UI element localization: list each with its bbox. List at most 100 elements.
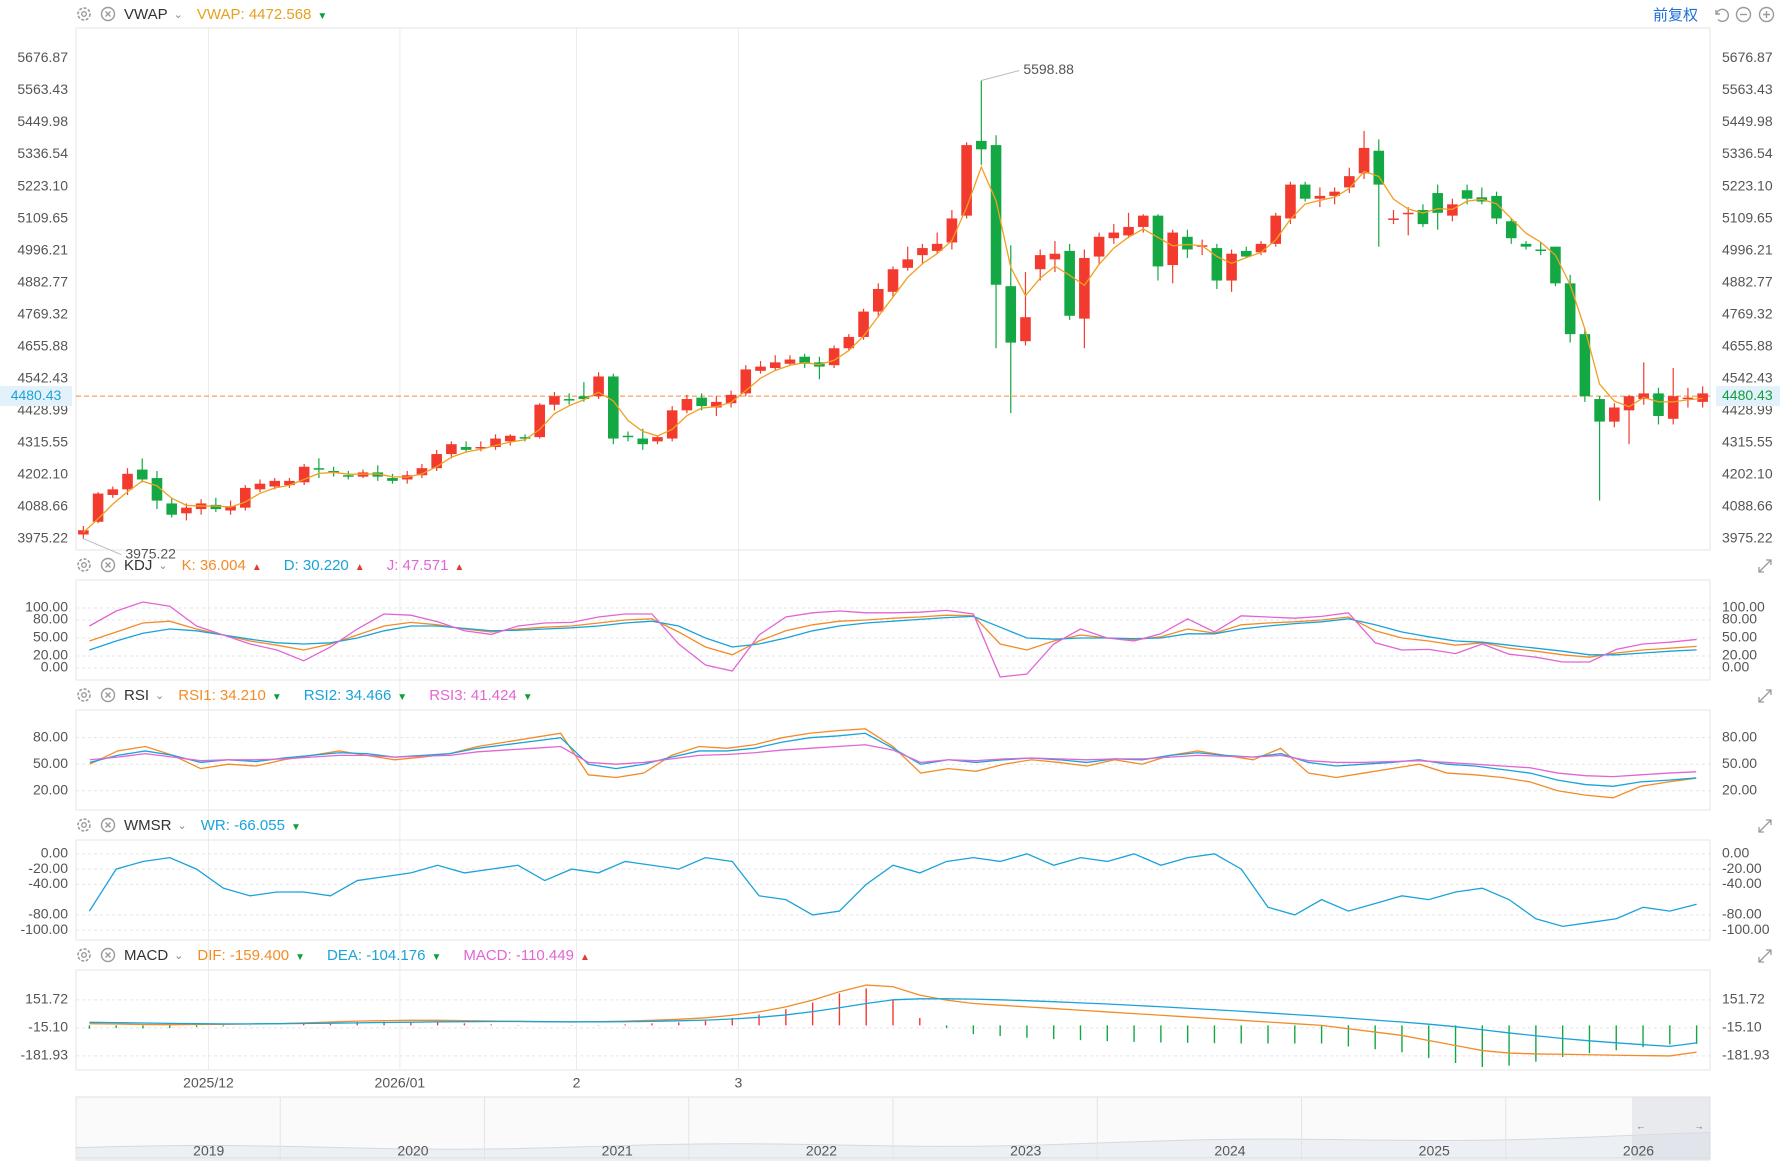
- candle-down: [1491, 195, 1502, 219]
- gear-icon[interactable]: [76, 6, 92, 22]
- expand-icon[interactable]: [1757, 688, 1773, 704]
- price-tick-left: 4769.32: [17, 305, 68, 321]
- candle-up: [784, 359, 796, 364]
- navigator-year-label: 2020: [397, 1143, 428, 1159]
- rsi3-value: RSI3: 41.424 ▼: [429, 686, 533, 704]
- candle-down: [313, 468, 325, 470]
- candle-up: [1285, 184, 1296, 219]
- high-leader: [981, 70, 1020, 81]
- chevron-down-icon[interactable]: ⌄: [174, 949, 184, 962]
- indicator-tick-right: -100.00: [1722, 921, 1770, 937]
- candle-down: [1579, 334, 1591, 397]
- candle-up: [887, 269, 899, 292]
- price-tick-left: 3975.22: [17, 529, 68, 545]
- candle-up: [1049, 253, 1061, 260]
- candle-down: [519, 437, 531, 439]
- indicator-tick-right: 50.00: [1722, 629, 1757, 645]
- price-tick-right: 4882.77: [1722, 273, 1773, 289]
- indicator-tick-left: 0.00: [41, 659, 68, 675]
- adjust-mode-button[interactable]: 前复权: [1652, 7, 1698, 24]
- chevron-down-icon[interactable]: ⌄: [155, 689, 165, 702]
- price-tick-right: 5676.87: [1722, 49, 1773, 65]
- candle-down: [622, 435, 634, 438]
- close-circle-icon[interactable]: [100, 6, 116, 22]
- last-price-tag-right: [1716, 386, 1780, 407]
- candle-up: [269, 480, 281, 487]
- panel-frame: [75, 969, 1711, 1071]
- gear-icon[interactable]: [76, 947, 92, 963]
- chevron-down-icon[interactable]: ⌄: [158, 559, 168, 572]
- navigator-year-label: 2026: [1623, 1143, 1654, 1159]
- price-tick-left: 4088.66: [17, 497, 68, 513]
- gear-icon[interactable]: [76, 817, 92, 833]
- candle-up: [858, 311, 869, 337]
- close-circle-icon[interactable]: [100, 817, 116, 833]
- candle-up: [225, 506, 236, 511]
- candle-down: [1520, 243, 1532, 247]
- candle-down: [1594, 399, 1605, 422]
- chevron-down-icon[interactable]: ⌄: [177, 819, 187, 832]
- navigator-year-label: 2022: [806, 1143, 837, 1159]
- gear-icon[interactable]: [76, 557, 92, 573]
- gear-icon[interactable]: [76, 687, 92, 703]
- rsi1-value: RSI1: 34.210 ▼: [178, 686, 282, 704]
- price-tick-left: 4542.43: [17, 369, 68, 385]
- close-circle-icon[interactable]: [100, 687, 116, 703]
- kdj-j-line: [89, 601, 1697, 678]
- close-circle-icon[interactable]: [100, 557, 116, 573]
- price-tick-right: 4996.21: [1722, 241, 1773, 257]
- candle-up: [1314, 195, 1326, 199]
- navigator-handle-left: ←: [1636, 1122, 1646, 1133]
- undo-icon[interactable]: [1712, 6, 1730, 23]
- expand-icon[interactable]: [1757, 818, 1773, 834]
- price-tick-left: 4882.77: [17, 273, 68, 289]
- candle-down: [1373, 150, 1385, 185]
- candle-up: [1093, 236, 1105, 257]
- candle-up: [446, 444, 457, 455]
- wr-line: [88, 853, 1697, 928]
- candle-up: [122, 473, 133, 490]
- price-tick-left: 4315.55: [17, 433, 68, 449]
- indicator-tick-right: 80.00: [1722, 611, 1757, 627]
- last-price-tag-left: [0, 386, 72, 407]
- zoom-in-icon[interactable]: [1758, 6, 1775, 23]
- candle-up: [1108, 232, 1120, 239]
- candle-up: [917, 248, 928, 256]
- macd-hist-value: MACD: -110.449 ▲: [463, 946, 590, 964]
- price-tick-left: 5223.10: [17, 177, 68, 193]
- candle-up: [254, 483, 266, 490]
- candle-up: [504, 435, 516, 442]
- candle-down: [608, 376, 619, 439]
- candle-up: [1167, 232, 1178, 266]
- price-tick-right: 4769.32: [1722, 305, 1773, 321]
- expand-icon[interactable]: [1757, 948, 1773, 964]
- candle-up: [931, 243, 943, 251]
- chevron-down-icon[interactable]: ⌄: [173, 8, 183, 21]
- indicator-tick-left: -20.00: [28, 860, 68, 876]
- close-circle-icon[interactable]: [100, 947, 116, 963]
- indicator-name: WMSR: [124, 816, 172, 834]
- expand-icon[interactable]: [1757, 558, 1773, 574]
- candle-down: [387, 478, 398, 481]
- candle-up: [769, 362, 781, 369]
- price-tick-right: 4088.66: [1722, 497, 1773, 513]
- candle-up: [78, 530, 89, 535]
- vwap-value: VWAP: 4472.568 ▼: [196, 5, 328, 23]
- zoom-out-icon[interactable]: [1735, 6, 1752, 23]
- indicator-tick-right: 151.72: [1722, 991, 1765, 1007]
- candle-up: [1255, 243, 1267, 253]
- candle-down: [1432, 193, 1443, 213]
- indicator-tick-left: 50.00: [33, 629, 68, 645]
- indicator-tick-right: 50.00: [1722, 755, 1757, 771]
- candle-down: [1564, 283, 1576, 335]
- candle-down: [799, 356, 810, 364]
- candle-up: [725, 394, 737, 404]
- price-tick-right: 5336.54: [1722, 145, 1773, 161]
- panel-frame: [75, 709, 1711, 811]
- macd-panel-header: MACD ⌄ DIF: -159.400 ▼ DEA: -104.176 ▼ MAC…: [76, 944, 612, 966]
- candle-down: [1535, 249, 1547, 251]
- candle-down: [1653, 393, 1664, 416]
- candle-up: [1079, 257, 1090, 319]
- last-price-label-right: 4480.43: [1722, 387, 1773, 403]
